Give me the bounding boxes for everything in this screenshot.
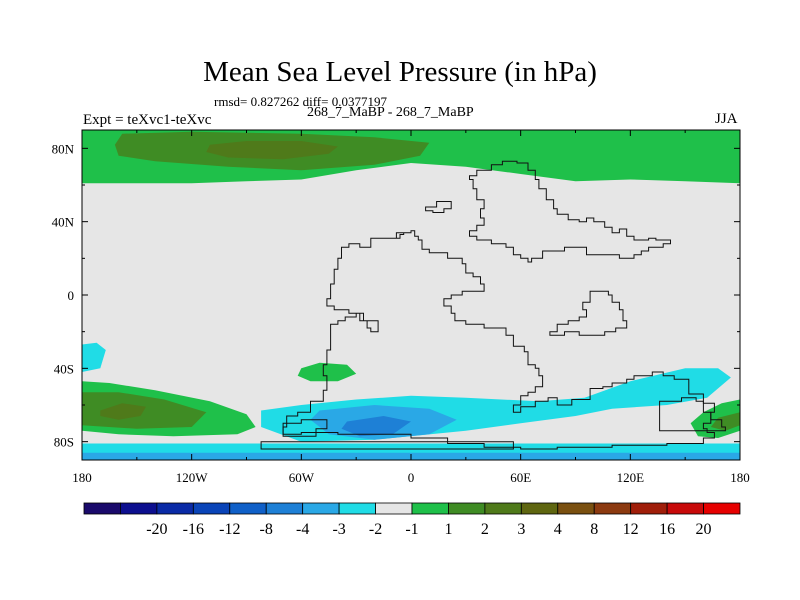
- colorbar-label: -12: [219, 521, 240, 538]
- colorbar-swatch: [83, 502, 121, 515]
- coastline-north-lobe: [469, 160, 671, 263]
- contour-southwest-inner: [100, 403, 146, 420]
- colorbar-label: -8: [260, 521, 273, 538]
- colorbar-label: -4: [296, 521, 309, 538]
- colorbar-label: 3: [517, 521, 525, 538]
- x-tick-label: 180: [730, 470, 750, 485]
- colorbar-label: -20: [146, 521, 167, 538]
- x-tick-label: 60E: [510, 470, 531, 485]
- colorbar-swatch: [229, 502, 267, 515]
- colorbar-label: 16: [659, 521, 675, 538]
- x-tick-label: 180: [72, 470, 92, 485]
- x-tick-label: 120W: [176, 470, 209, 485]
- contour-north-core-inner: [206, 141, 338, 160]
- colorbar-label: -2: [369, 521, 382, 538]
- colorbar-label: 12: [623, 521, 639, 538]
- coastline-east-island: [549, 290, 628, 336]
- y-tick-label: 80S: [54, 435, 74, 450]
- colorbar-swatch: [192, 502, 231, 515]
- coastline-pangaea-main: [282, 230, 715, 450]
- contour-fills: [82, 130, 740, 460]
- colorbar-swatch: [265, 502, 304, 515]
- coastline-south-loop: [282, 419, 328, 437]
- x-tick-label: 0: [408, 470, 415, 485]
- colorbar-swatch: [703, 502, 741, 515]
- y-tick-label: 40N: [52, 215, 75, 230]
- colorbar-swatch: [375, 502, 413, 515]
- colorbar-swatch: [666, 502, 704, 515]
- colorbar-swatch: [630, 502, 668, 515]
- colorbar-label: -16: [183, 521, 204, 538]
- colorbar-label: 20: [696, 521, 712, 538]
- colorbar-label: 4: [554, 521, 562, 538]
- experiment-label: Expt = teXvc1-teXvc: [83, 112, 212, 128]
- colorbar-swatch: [593, 502, 632, 515]
- colorbar-label: -3: [332, 521, 345, 538]
- colorbar-label: 2: [481, 521, 489, 538]
- season-label: JJA: [715, 111, 738, 127]
- contour-southwest-core: [82, 392, 207, 429]
- colorbar-swatch: [156, 502, 194, 515]
- colorbar-swatch: [557, 502, 595, 515]
- contour-south-small-high: [297, 362, 357, 382]
- colorbar-swatch: [448, 502, 486, 515]
- colorbar: -20 -16 -12 -8 -4 -3 -2 -1 1 2 3 4 8 12 16 20: [83, 502, 741, 538]
- colorbar-label: 8: [590, 521, 598, 538]
- colorbar-swatch: [338, 502, 376, 515]
- coastlines: [260, 160, 726, 450]
- chart-title: Mean Sea Level Pressure (in hPa): [203, 56, 597, 88]
- contour-low-west-edge: [82, 342, 106, 372]
- stats-label: rmsd= 0.827262 diff= 0.0377197: [214, 94, 387, 109]
- coastline-south-strip: [260, 441, 514, 450]
- y-tick-label: 40S: [54, 361, 74, 376]
- colorbar-swatch: [411, 502, 449, 515]
- x-tick-label: 120E: [617, 470, 645, 485]
- colorbar-label: -1: [405, 521, 418, 538]
- y-tick-label: 0: [68, 288, 75, 303]
- x-tick-label: 60W: [289, 470, 315, 485]
- coastline-se-coast: [659, 397, 726, 432]
- colorbar-swatch: [484, 502, 522, 515]
- coastline-north-island: [425, 201, 452, 213]
- y-tick-label: 80N: [52, 141, 75, 156]
- contour-low-south-core: [341, 416, 411, 437]
- comparison-label: 268_7_MaBP - 268_7_MaBP: [307, 105, 474, 120]
- colorbar-swatch: [302, 502, 340, 515]
- colorbar-label: 1: [444, 521, 452, 538]
- colorbar-swatch: [520, 502, 559, 515]
- colorbar-swatch: [120, 502, 158, 515]
- contour-southeast-core: [710, 412, 740, 431]
